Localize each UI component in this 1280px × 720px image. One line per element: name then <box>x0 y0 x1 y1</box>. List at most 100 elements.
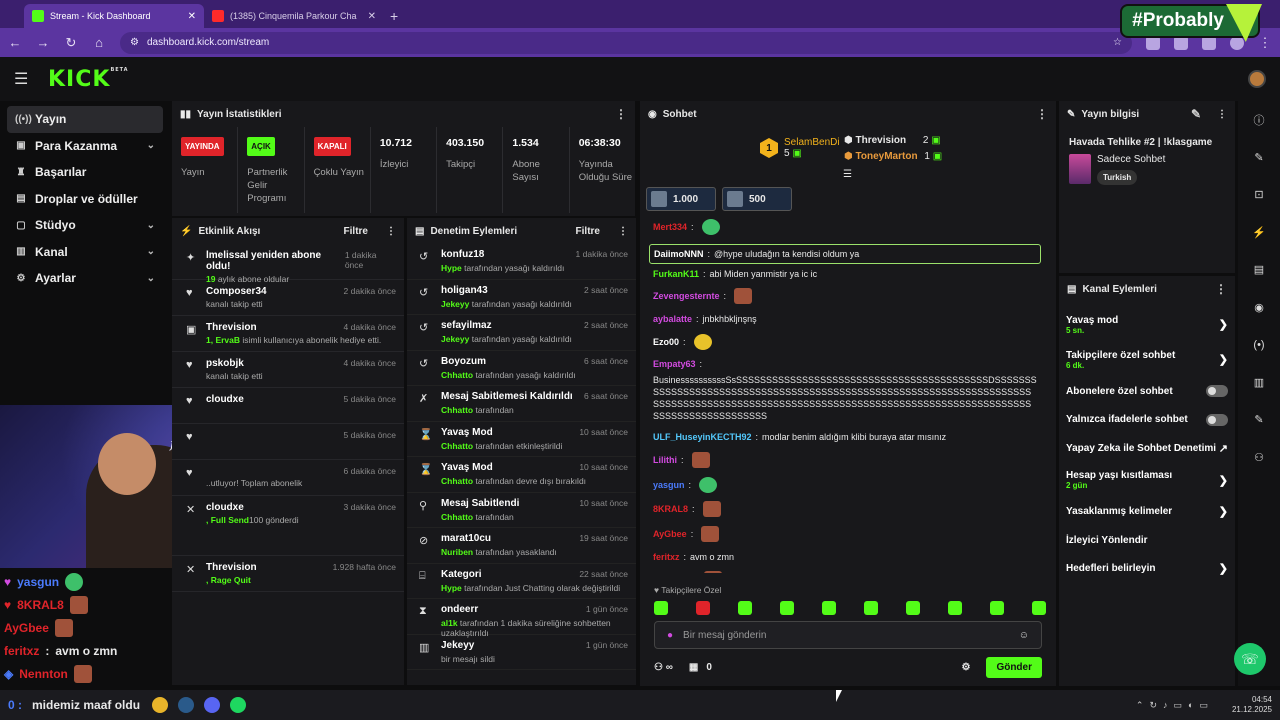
chat-message[interactable]: Empaty63: BusinessssssssssSsSSSSSSSSSSSSS… <box>653 359 1037 422</box>
chat-input[interactable]: ● Bir mesaj gönderin ☺ <box>654 621 1042 649</box>
chat-username[interactable]: AyGbee <box>653 528 687 539</box>
chrome-icon[interactable] <box>152 697 169 713</box>
more-options-icon[interactable]: ⋮ <box>1215 282 1227 296</box>
kicks-pill[interactable]: 500 <box>722 187 792 211</box>
moderation-item[interactable]: ⌛ Yavaş Mod 10 saat önce Chhatto tarafından… <box>407 422 636 457</box>
chat-username[interactable]: Empaty63 <box>653 359 696 370</box>
chat-message[interactable]: aybalatte: jnbkhbkljnşnş <box>653 314 757 325</box>
chat-username[interactable]: DaiimoNNN <box>654 248 704 259</box>
activity-item[interactable]: ✕ Threvision 1.928 hafta önce , Rage Quit <box>172 556 404 592</box>
spotify-icon[interactable] <box>230 697 247 713</box>
chat-message[interactable]: 8KRAL8: <box>653 501 1037 518</box>
moderation-item[interactable]: ✗ Mesaj Sabitlemesi Kaldırıldı 6 saat önce… <box>407 386 636 422</box>
edit-icon[interactable]: ✎ <box>1254 151 1264 164</box>
filter-button[interactable]: Filtre <box>575 225 600 237</box>
playlist-icon[interactable] <box>1202 35 1216 50</box>
moderation-item[interactable]: ▥ Jekeyy 1 gün önce bir mesajı sildi <box>407 635 636 670</box>
chat-message[interactable]: AyGbee: <box>653 525 1037 542</box>
channel-action-item[interactable]: İzleyici Yönlendir <box>1059 527 1235 554</box>
activity-item[interactable]: ♥ cloudxe 5 dakika önce <box>172 388 404 424</box>
chat-username[interactable]: Lilithi <box>653 454 677 465</box>
chat-bubble-icon[interactable]: ◉ <box>1254 301 1264 314</box>
chat-message[interactable]: Lilithi: <box>653 451 1037 468</box>
kicks-pill[interactable]: 1.000 <box>646 187 716 211</box>
chat-message[interactable]: Nennton: <box>653 571 1037 573</box>
discord-icon[interactable] <box>204 697 221 713</box>
chat-message[interactable]: DaiimoNNN: @hype uludağın ta kendisi oldu… <box>649 243 1041 264</box>
emote-icon[interactable] <box>696 601 710 615</box>
broadcast-icon[interactable]: (•) <box>1253 338 1265 351</box>
send-button[interactable]: Gönder <box>986 656 1042 678</box>
users-icon[interactable]: ⚇ <box>1254 451 1264 464</box>
reload-icon[interactable]: ↻ <box>65 34 77 50</box>
lightning-icon[interactable]: ⚡ <box>1252 226 1266 239</box>
moderation-item[interactable]: ⚲ Mesaj Sabitlendi 10 saat önce Chhatto tar… <box>407 493 636 528</box>
sidebar-item-kanal[interactable]: ▥ Kanal ⌄ <box>7 239 163 266</box>
activity-item[interactable]: ✦ lmelissal yeniden abone oldu! 1 dakika ö… <box>172 244 404 284</box>
category-name[interactable]: Sadece Sohbet <box>1097 154 1166 165</box>
sidebar-item-droplar[interactable]: ▤ Droplar ve ödüller <box>7 186 163 213</box>
chat-username[interactable]: Ezo00 <box>653 336 680 347</box>
activity-item[interactable]: ▣ Threvision 4 dakika önce 1, ErvaB isimli … <box>172 316 404 352</box>
top-gifter-1[interactable]: 1 SelamBenDi 5 ▣ <box>760 137 840 159</box>
category-thumbnail[interactable] <box>1069 154 1091 184</box>
channel-action-item[interactable]: Abonelere özel sohbet <box>1059 378 1235 405</box>
chat-message[interactable]: feritxz: avm o zmn <box>653 551 735 562</box>
wrench-icon[interactable]: ✎ <box>1254 414 1264 427</box>
new-tab-button[interactable]: + <box>390 8 399 24</box>
channel-action-item[interactable]: Yavaş mod 5 sn. ❯ <box>1059 308 1235 341</box>
store-icon[interactable]: ▦ <box>688 661 699 673</box>
settings-icon[interactable]: ⚙ <box>961 661 971 673</box>
chat-username[interactable]: aybalatte <box>653 314 693 325</box>
chat-username[interactable]: yasgun <box>653 479 685 490</box>
help-button[interactable]: ☏ <box>1234 643 1266 675</box>
chat-message[interactable]: ULF_HuseyinKECTH92: modlar benim aldığım … <box>653 432 947 443</box>
sidebar-item-yayin[interactable]: ((•)) Yayın <box>7 106 163 133</box>
chat-username[interactable]: Mert334 <box>653 222 688 232</box>
steam-icon[interactable] <box>178 697 195 713</box>
emote-icon[interactable] <box>738 601 752 615</box>
moderation-item[interactable]: ⊘ marat10cu 19 saat önce Nuriben tarafından… <box>407 528 636 564</box>
top-gifter-3[interactable]: ⬢ ToneyMarton 1 ▣ <box>844 151 943 162</box>
edit-icon[interactable]: ✎ <box>1190 107 1201 121</box>
channel-action-item[interactable]: Hedefleri belirleyin ❯ <box>1059 556 1235 583</box>
home-icon[interactable]: ⌂ <box>95 35 103 50</box>
language-tag[interactable]: Turkish <box>1097 170 1138 185</box>
hamburger-menu-icon[interactable]: ☰ <box>14 71 29 88</box>
bookmark-star-icon[interactable]: ☆ <box>1113 37 1122 48</box>
toggle-switch[interactable] <box>1206 385 1228 398</box>
chat-username[interactable]: Zevengesternte <box>653 291 720 302</box>
channel-action-item[interactable]: Takipçilere özel sohbet 6 dk. ❯ <box>1059 343 1235 376</box>
tray-icons[interactable]: ⌃↻♪▭◐▭ <box>1135 699 1214 710</box>
fullscreen-icon[interactable]: ⊡ <box>1254 189 1264 202</box>
emote-icon[interactable] <box>990 601 1004 615</box>
activity-item[interactable]: ♥ pskobjk 4 dakika önce kanalı takip etti <box>172 352 404 388</box>
browser-tab-youtube[interactable]: (1385) Cinquemila Parkour Cha ✕ <box>204 4 384 28</box>
more-options-icon[interactable]: ⋮ <box>618 225 628 237</box>
activity-item[interactable]: ♥ Composer34 2 dakika önce kanalı takip ett… <box>172 280 404 316</box>
emote-icon[interactable] <box>906 601 920 615</box>
top-gifter-2[interactable]: ⬢ Threvision 2 ▣ <box>844 135 941 146</box>
browser-tab-kick[interactable]: Stream - Kick Dashboard ✕ <box>24 4 204 28</box>
moderation-item[interactable]: ↺ holigan43 2 saat önce Jekeyy tarafından y… <box>407 280 636 315</box>
more-options-icon[interactable]: ⋮ <box>615 107 627 121</box>
layout-icon[interactable]: ▥ <box>1253 376 1265 389</box>
moderation-item[interactable]: ↺ sefayilmaz 2 saat önce Jekeyy tarafından … <box>407 315 636 351</box>
moderation-item[interactable]: ⌸ Kategori 22 saat önce Hype tarafından Jus… <box>407 564 636 599</box>
channel-action-item[interactable]: Hesap yaşı kısıtlaması 2 gün ❯ <box>1059 464 1235 497</box>
activity-item[interactable]: ✕ cloudxe 3 dakika önce , Full Send100 gönd… <box>172 496 404 556</box>
emote-icon[interactable] <box>864 601 878 615</box>
info-icon[interactable]: ⓘ <box>1253 114 1265 127</box>
chat-username[interactable]: feritxz <box>653 551 680 562</box>
more-options-icon[interactable]: ⋮ <box>386 225 396 237</box>
close-tab-icon[interactable]: ✕ <box>187 10 196 22</box>
document-icon[interactable]: ▤ <box>1253 264 1265 277</box>
moderation-item[interactable]: ⌛ Yavaş Mod 10 saat önce Chhatto tarafından… <box>407 457 636 493</box>
profile-icon[interactable] <box>1230 35 1244 50</box>
filter-button[interactable]: Filtre <box>343 225 368 237</box>
emote-icon[interactable] <box>654 601 668 615</box>
mic-icon[interactable]: ● <box>667 629 674 641</box>
extension-icon[interactable] <box>1146 35 1160 50</box>
channel-action-item[interactable]: Yapay Zeka ile Sohbet Denetimi ↗ <box>1059 435 1235 462</box>
sidebar-item-para-kazanma[interactable]: ▣ Para Kazanma ⌄ <box>7 133 163 160</box>
